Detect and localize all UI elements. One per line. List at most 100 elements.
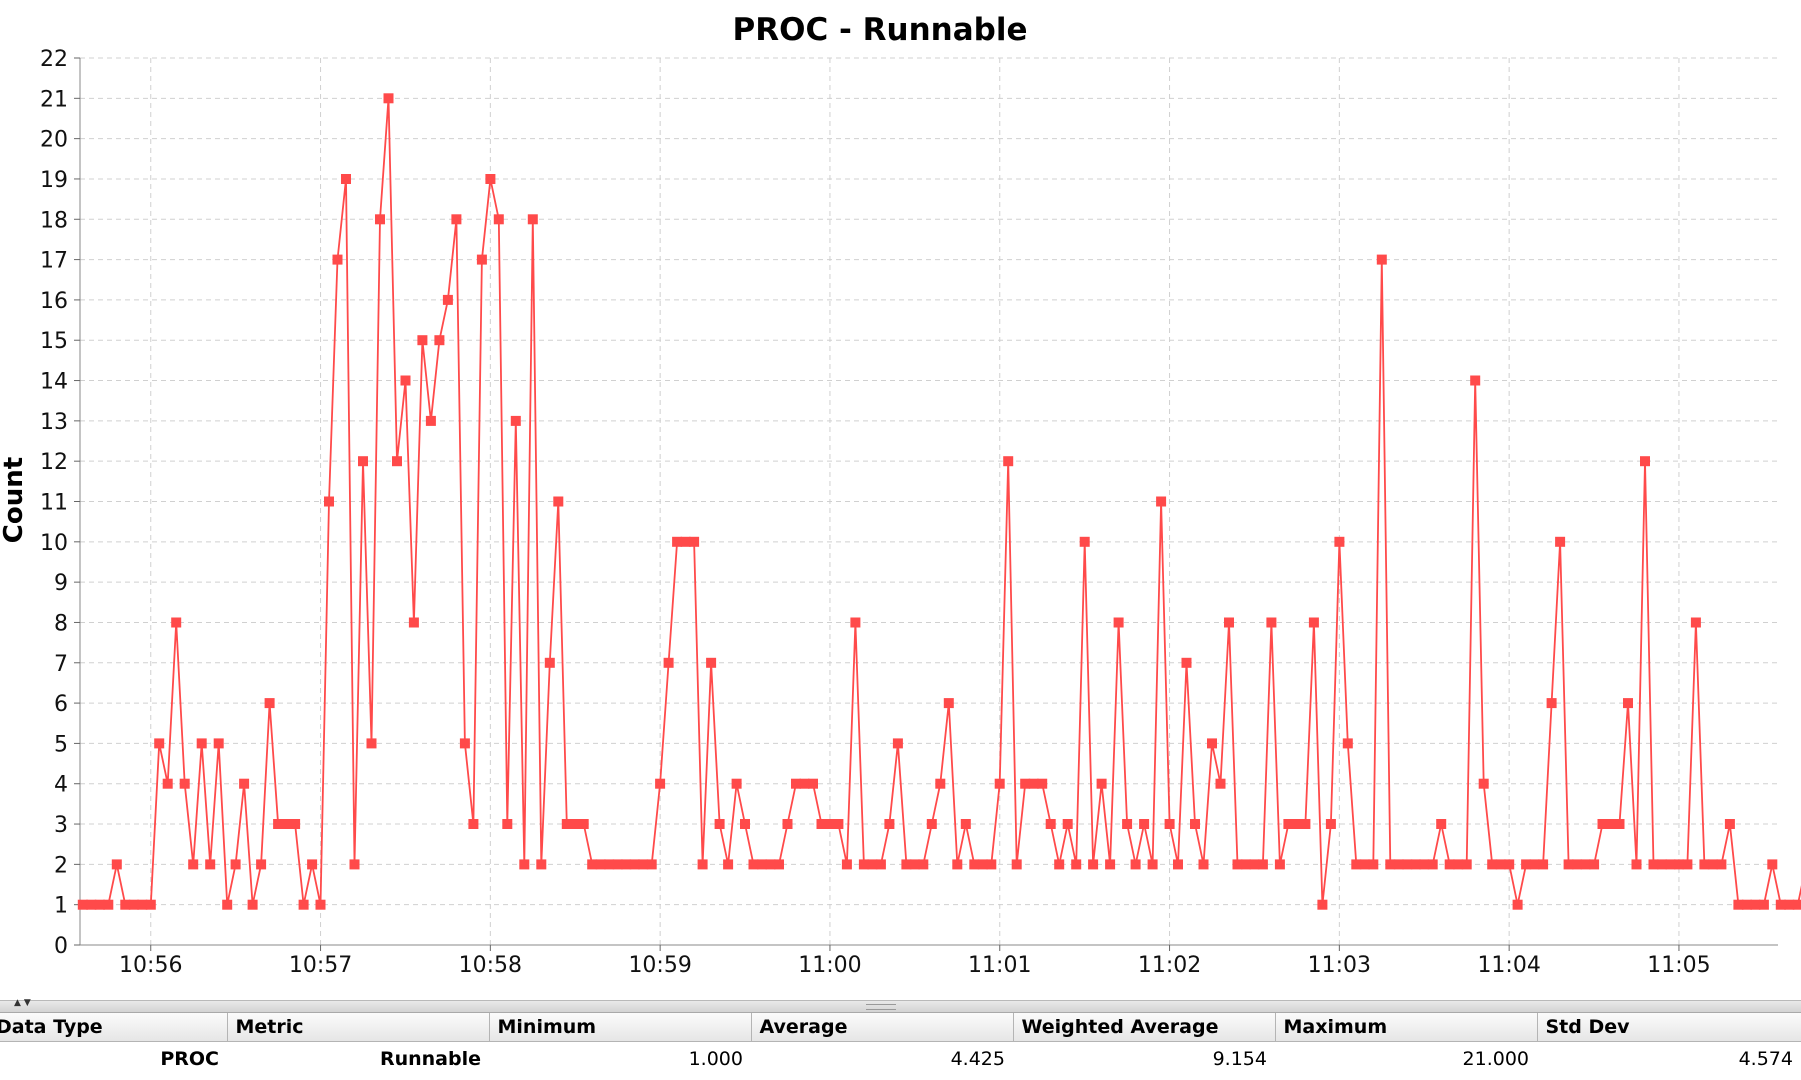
data-point (587, 859, 598, 870)
data-point (1113, 617, 1124, 628)
column-header-weighted-average[interactable]: Weighted Average (1013, 1013, 1276, 1042)
column-header-maximum[interactable]: Maximum (1275, 1013, 1538, 1042)
data-point (1512, 899, 1523, 910)
column-header-average[interactable]: Average (751, 1013, 1014, 1042)
data-point (1538, 859, 1549, 870)
splitter-grip-icon[interactable] (866, 1004, 896, 1010)
data-point (663, 657, 674, 668)
column-header-std-dev[interactable]: Std Dev (1537, 1013, 1801, 1042)
cell-average: 4.425 (950, 1048, 1005, 1070)
data-point (1529, 859, 1540, 870)
panel-splitter[interactable]: ▲▼ (0, 998, 1801, 1013)
data-point (1224, 617, 1234, 628)
data-point (935, 778, 946, 789)
data-point (918, 859, 929, 870)
data-point (1784, 899, 1795, 910)
data-point (222, 899, 233, 910)
data-point (298, 899, 309, 910)
column-header-data-type[interactable]: Data Type (0, 1013, 228, 1042)
data-point (383, 93, 394, 104)
data-point (1054, 859, 1065, 870)
data-point (1241, 859, 1251, 870)
data-point (1028, 778, 1039, 789)
data-point (1351, 859, 1362, 870)
data-point (1682, 859, 1693, 870)
data-point (1640, 456, 1650, 467)
runnable-line-chart: PROC - Runnable Count 012345678910111213… (0, 12, 1801, 978)
data-point (1419, 859, 1430, 870)
cell-minimum: 1.000 (688, 1048, 743, 1070)
data-point (570, 819, 581, 829)
data-point (1623, 698, 1633, 709)
data-point (960, 819, 971, 829)
y-tick-label: 17 (40, 249, 68, 274)
y-tick-label: 1 (54, 894, 68, 919)
data-point (1317, 899, 1328, 910)
data-point (1190, 819, 1200, 829)
y-tick-label: 11 (40, 491, 68, 516)
y-tick-label: 20 (40, 128, 68, 153)
data-point (1741, 899, 1752, 910)
data-point (621, 859, 632, 870)
data-point (1648, 859, 1659, 870)
data-point (1504, 859, 1515, 870)
data-point (943, 698, 954, 709)
data-point (672, 536, 683, 547)
x-tick-label: 11:02 (1138, 953, 1201, 978)
data-point (952, 859, 963, 870)
data-point (239, 778, 250, 789)
data-point (1478, 778, 1489, 789)
data-point (213, 738, 224, 749)
data-point (459, 738, 470, 749)
data-point (349, 859, 360, 870)
statistics-panel: ▲▼ Data Type Metric Minimum Average Weig… (0, 998, 1801, 1080)
column-header-metric[interactable]: Metric (227, 1013, 490, 1042)
data-point (595, 859, 606, 870)
x-axis-ticks: 10:56 10:57 10:58 10:59 11:00 11:01 11:02 11:03… (119, 945, 1711, 978)
data-point (273, 819, 284, 829)
data-point (680, 536, 691, 547)
data-point (128, 899, 139, 910)
data-point (689, 536, 700, 547)
series-line (82, 97, 1801, 906)
data-point (162, 778, 173, 789)
data-point (188, 859, 199, 870)
y-tick-label: 18 (40, 208, 68, 233)
table-row[interactable]: PROC Runnable 1.000 4.425 9.154 21.000 4… (0, 1042, 1801, 1077)
y-tick-label: 8 (54, 611, 68, 636)
data-point (1597, 819, 1608, 829)
data-point (926, 819, 937, 829)
data-point (324, 496, 334, 507)
data-point (137, 899, 148, 910)
data-point (332, 254, 343, 265)
data-point (1003, 456, 1014, 467)
data-point (1011, 859, 1022, 870)
y-tick-label: 0 (54, 934, 68, 959)
y-tick-label: 7 (54, 652, 68, 677)
x-tick-label: 10:56 (119, 953, 182, 978)
data-point (723, 859, 734, 870)
data-point (892, 738, 903, 749)
y-tick-label: 16 (40, 289, 68, 314)
data-point (1071, 859, 1082, 870)
data-point (816, 819, 827, 829)
data-point (1521, 859, 1532, 870)
data-point (256, 859, 267, 870)
data-point (1716, 859, 1727, 870)
data-point (341, 174, 351, 184)
data-point (1385, 859, 1396, 870)
data-point (1232, 859, 1243, 870)
data-point (561, 819, 572, 829)
chart-title: PROC - Runnable (733, 12, 1028, 48)
data-point (1767, 859, 1778, 870)
statistics-table: Data Type Metric Minimum Average Weighte… (0, 1013, 1801, 1076)
collapse-arrows-icon[interactable]: ▲▼ (14, 998, 34, 1008)
column-header-minimum[interactable]: Minimum (489, 1013, 752, 1042)
data-point (307, 859, 318, 870)
data-point (1606, 819, 1616, 829)
data-point (655, 778, 666, 789)
x-tick-label: 11:00 (798, 953, 861, 978)
data-point (850, 617, 861, 628)
data-point (154, 738, 165, 749)
data-point (476, 254, 487, 265)
